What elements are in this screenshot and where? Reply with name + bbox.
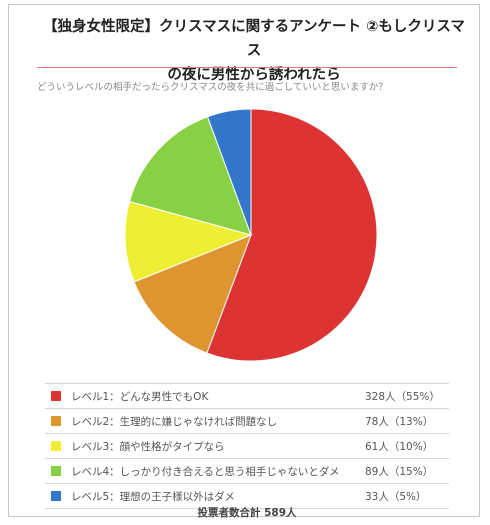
legend-row-level2: レベル2：生理的に嫌じゃなければ問題なし 78人（13%） (45, 409, 449, 434)
legend-label: レベル1：どんな男性でもOK (71, 391, 209, 403)
legend-row-level3: レベル3：顔や性格がタイプなら 61人（10%） (45, 434, 449, 459)
legend-value: 89人（15%） (365, 466, 434, 478)
legend-label: レベル3：顔や性格がタイプなら (71, 441, 225, 453)
legend-row-level4: レベル4：しっかり付き合えると思う相手じゃないとダメ 89人（15%） (45, 459, 449, 484)
pie-chart (124, 108, 378, 362)
legend-swatch (51, 491, 61, 501)
survey-title-line1: 【独身女性限定】クリスマスに関するアンケート ②もしクリスマス (43, 19, 465, 59)
legend-label: レベル2：生理的に嫌じゃなければ問題なし (71, 416, 278, 428)
legend: レベル1：どんな男性でもOK 328人（55%） レベル2：生理的に嫌じゃなければ問… (45, 383, 449, 509)
legend-label: レベル4：しっかり付き合えると思う相手じゃないとダメ (71, 466, 340, 478)
pie-slice-level1 (206, 108, 378, 362)
pie-slice-level4 (128, 116, 252, 236)
legend-value: 61人（10%） (365, 441, 434, 453)
legend-swatch (51, 466, 61, 476)
pie-slice-level5 (206, 108, 252, 236)
pie-slice-level3 (124, 200, 253, 283)
survey-question: どういうレベルの相手だったらクリスマスの夜を共に過ごしていいと思いますか？ (37, 82, 388, 93)
survey-title: 【独身女性限定】クリスマスに関するアンケート ②もしクリスマス の夜に男性から誘… (39, 15, 469, 87)
legend-label: レベル5：理想の王子様以外はダメ (71, 491, 235, 503)
legend-swatch (51, 391, 61, 401)
pie-slice-level2 (133, 234, 252, 354)
legend-swatch (51, 416, 61, 426)
legend-swatch (51, 441, 61, 451)
survey-title-line2: の夜に男性から誘われたら (167, 67, 341, 83)
legend-value: 33人（5%） (365, 491, 427, 503)
legend-value: 328人（55%） (365, 391, 440, 403)
total-votes: 投票者数合計 589人 (197, 507, 297, 519)
survey-card: 【独身女性限定】クリスマスに関するアンケート ②もしクリスマス の夜に男性から誘… (8, 4, 480, 519)
title-divider (37, 67, 457, 68)
legend-row-level1: レベル1：どんな男性でもOK 328人（55%） (45, 383, 449, 409)
legend-row-level5: レベル5：理想の王子様以外はダメ 33人（5%） (45, 484, 449, 509)
legend-value: 78人（13%） (365, 416, 434, 428)
